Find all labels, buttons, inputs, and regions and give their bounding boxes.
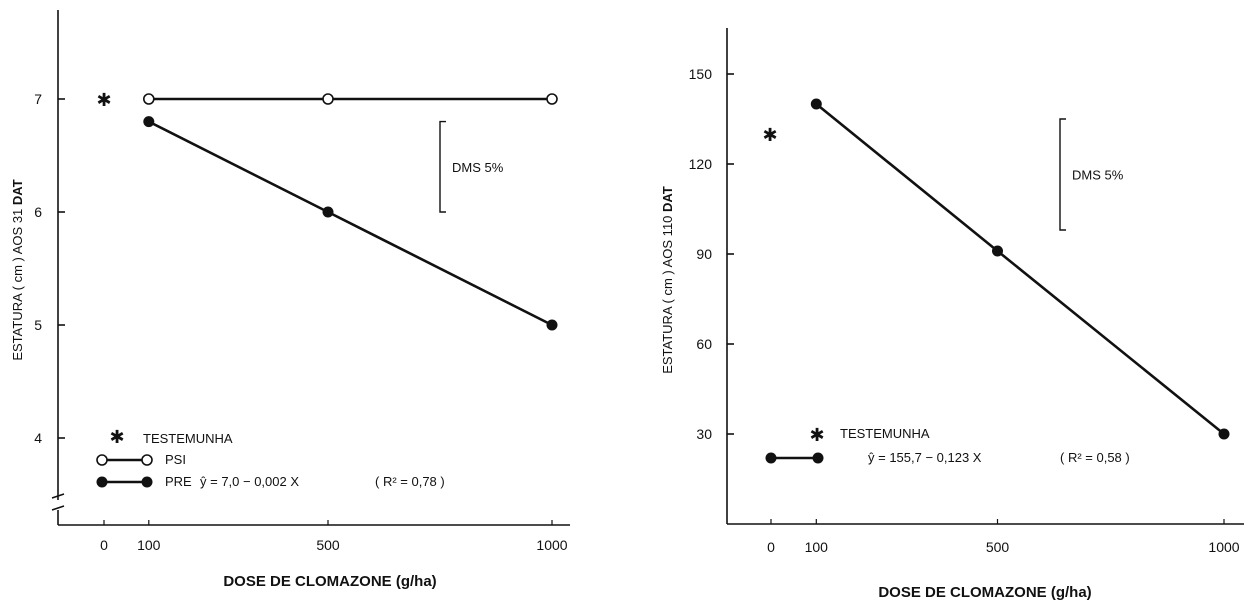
dms-bracket	[439, 120, 446, 213]
control-point-star: ✱	[762, 125, 777, 145]
legend-swatch-open-circle	[141, 454, 153, 466]
x-tick-label: 0	[767, 539, 775, 555]
y-tick-label: 90	[696, 246, 712, 262]
regression-r2: ( R² = 0,78 )	[375, 474, 445, 489]
chart-right: 30 60 90 120 150 0 100 500 1000 DMS 5% ✱ ESTATU…	[660, 28, 1244, 601]
x-tick-label: 500	[316, 537, 340, 553]
legend-swatch-filled-circle	[141, 476, 153, 488]
legend-swatch-open-circle	[96, 454, 108, 466]
data-point-open	[143, 93, 155, 105]
legend-control-star: ✱	[109, 427, 124, 447]
legend: ✱ TESTEMUNHA PSI PRE ŷ = 7,0 − 0,002 X (…	[96, 427, 445, 489]
y-tick-label: 30	[696, 426, 712, 442]
axis-break-mark	[51, 493, 65, 499]
data-point-open	[546, 93, 558, 105]
control-point-star: ✱	[96, 90, 111, 110]
legend-control-label: TESTEMUNHA	[840, 426, 930, 441]
dms-label: DMS 5%	[1072, 168, 1124, 183]
legend-control-star: ✱	[809, 425, 824, 445]
legend-series-psi-label: PSI	[165, 452, 186, 467]
legend-swatch-filled-circle	[812, 452, 824, 464]
y-axis-label: ESTATURA ( cm ) AOS 110 DAT	[660, 186, 675, 374]
y-tick-label: 150	[689, 66, 713, 82]
x-axis-label: DOSE DE CLOMAZONE (g/ha)	[223, 573, 436, 590]
x-tick-label: 100	[805, 539, 829, 555]
axis-break-mark	[51, 505, 65, 511]
legend: ✱ TESTEMUNHA ŷ = 155,7 − 0,123 X ( R² = …	[765, 425, 1130, 465]
y-tick-label: 60	[696, 336, 712, 352]
series-line	[815, 102, 1225, 436]
data-point-open	[322, 93, 334, 105]
y-tick-label: 5	[34, 317, 42, 333]
series-line	[148, 120, 553, 327]
x-tick-label: 100	[137, 537, 161, 553]
dms-label: DMS 5%	[452, 160, 504, 175]
data-point-filled	[143, 116, 155, 128]
y-tick-label: 6	[34, 204, 42, 220]
data-point-filled	[322, 206, 334, 218]
x-tick-label: 1000	[536, 537, 567, 553]
legend-control-label: TESTEMUNHA	[143, 431, 233, 446]
legend-series-pre-label: PRE	[165, 474, 192, 489]
data-point-filled	[992, 245, 1003, 257]
legend-swatch-filled-circle	[96, 476, 108, 488]
y-tick-label: 4	[34, 430, 42, 446]
regression-equation: ŷ = 155,7 − 0,123 X	[868, 450, 982, 465]
x-tick-label: 1000	[1208, 539, 1239, 555]
dms-bracket	[1059, 118, 1066, 231]
x-tick-label: 500	[986, 539, 1010, 555]
chart-left: 4 5 6 7 0 100 500 1000 DMS 5% ✱ ESTATURA ( cm …	[10, 10, 570, 590]
regression-r2: ( R² = 0,58 )	[1060, 450, 1130, 465]
legend-swatch-filled-circle	[765, 452, 777, 464]
y-axis-label: ESTATURA ( cm ) AOS 31 DAT	[10, 179, 25, 360]
y-tick-label: 7	[34, 91, 42, 107]
data-point-filled	[546, 319, 558, 331]
y-tick-label: 120	[689, 156, 713, 172]
data-point-filled	[1218, 428, 1230, 440]
regression-equation: ŷ = 7,0 − 0,002 X	[200, 474, 299, 489]
data-point-filled	[810, 98, 822, 110]
x-tick-label: 0	[100, 537, 108, 553]
x-axis-label: DOSE DE CLOMAZONE (g/ha)	[878, 584, 1091, 601]
